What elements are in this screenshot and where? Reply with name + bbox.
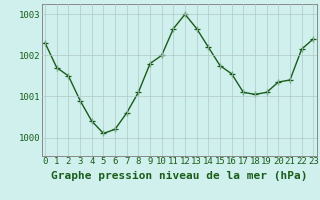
- X-axis label: Graphe pression niveau de la mer (hPa): Graphe pression niveau de la mer (hPa): [51, 171, 308, 181]
